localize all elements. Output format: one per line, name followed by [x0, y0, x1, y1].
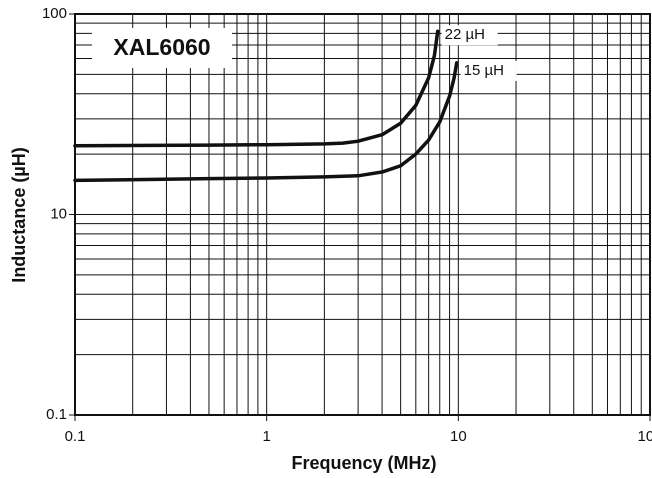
x-tick-label: 100 [637, 428, 652, 445]
series-line [73, 29, 440, 148]
y-tick-label: 100 [42, 5, 67, 22]
series-line [73, 61, 459, 183]
x-tick-label: 0.1 [65, 428, 86, 445]
plot-frame [74, 13, 651, 416]
y-tick-label: 10 [50, 205, 67, 222]
series-label-bg [441, 25, 498, 46]
y-axis-title: Inductance (µH) [9, 147, 29, 282]
annotation-box [92, 28, 232, 68]
x-axis-title: Frequency (MHz) [291, 453, 436, 473]
series-label: 22 µH [445, 26, 485, 43]
x-tick-label: 1 [262, 428, 270, 445]
series-label: 15 µH [464, 62, 504, 79]
y-tick-label: 0.1 [46, 406, 67, 423]
series-label-bg [460, 60, 517, 81]
x-tick-label: 10 [450, 428, 467, 445]
annotation: XAL6060 [113, 34, 210, 60]
